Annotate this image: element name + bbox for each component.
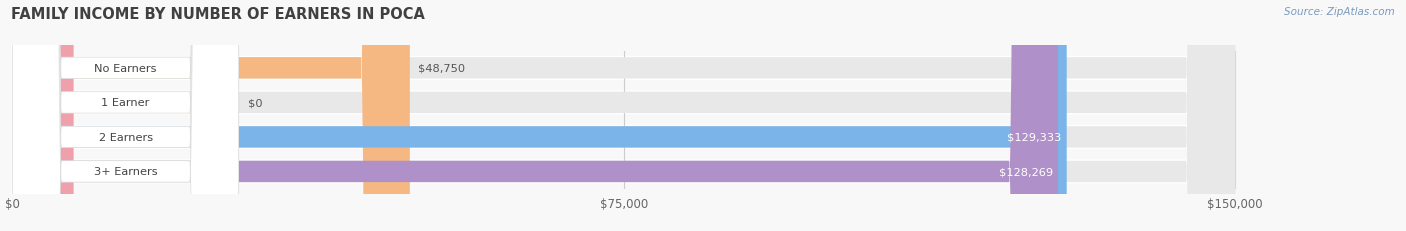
FancyBboxPatch shape	[13, 0, 239, 231]
Text: $0: $0	[249, 98, 263, 108]
FancyBboxPatch shape	[13, 0, 1067, 231]
FancyBboxPatch shape	[13, 0, 239, 231]
FancyBboxPatch shape	[13, 0, 1234, 231]
FancyBboxPatch shape	[13, 0, 239, 231]
FancyBboxPatch shape	[11, 0, 1234, 231]
FancyBboxPatch shape	[13, 0, 1234, 231]
Text: FAMILY INCOME BY NUMBER OF EARNERS IN POCA: FAMILY INCOME BY NUMBER OF EARNERS IN PO…	[11, 7, 425, 22]
FancyBboxPatch shape	[13, 0, 1057, 231]
FancyBboxPatch shape	[13, 0, 239, 231]
FancyBboxPatch shape	[13, 0, 1234, 231]
FancyBboxPatch shape	[11, 0, 1234, 231]
FancyBboxPatch shape	[11, 0, 1234, 231]
Text: $128,269: $128,269	[1000, 167, 1053, 177]
FancyBboxPatch shape	[11, 0, 1234, 231]
FancyBboxPatch shape	[13, 0, 1234, 231]
FancyBboxPatch shape	[13, 0, 409, 231]
Text: No Earners: No Earners	[94, 64, 157, 73]
Text: 2 Earners: 2 Earners	[98, 132, 153, 142]
Text: $48,750: $48,750	[419, 64, 465, 73]
FancyBboxPatch shape	[13, 0, 73, 231]
Text: $129,333: $129,333	[1008, 132, 1062, 142]
Text: 1 Earner: 1 Earner	[101, 98, 150, 108]
Text: 3+ Earners: 3+ Earners	[94, 167, 157, 177]
Text: Source: ZipAtlas.com: Source: ZipAtlas.com	[1284, 7, 1395, 17]
